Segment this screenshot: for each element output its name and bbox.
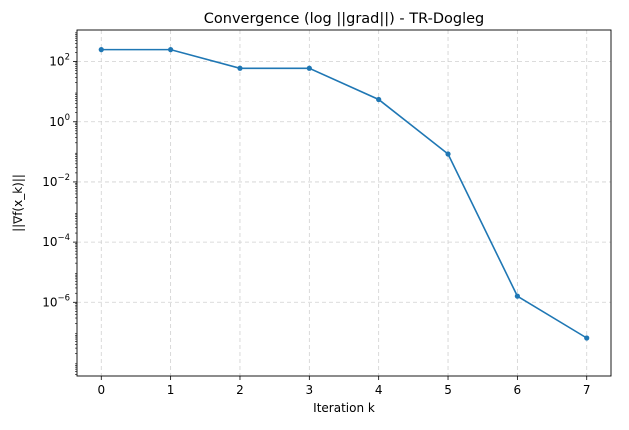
y-tick-exponent: 2 (65, 53, 70, 63)
y-tick-label: 10−2 (42, 173, 70, 189)
y-tick-exponent: −2 (57, 173, 70, 183)
y-tick-exponent: −6 (57, 293, 70, 303)
y-tick-base: 10 (49, 55, 64, 69)
x-tick-label: 0 (97, 383, 105, 397)
x-tick-label: 2 (236, 383, 244, 397)
y-tick-label: 100 (49, 113, 70, 129)
y-tick-label: 102 (49, 53, 70, 69)
x-tick-label: 4 (375, 383, 383, 397)
y-axis-label: ||∇f(x_k)|| (11, 174, 25, 232)
y-tick-base: 10 (49, 115, 64, 129)
x-tick-label: 1 (167, 383, 175, 397)
data-point (584, 335, 590, 341)
y-tick-label: 10−4 (42, 233, 70, 249)
data-point (306, 65, 312, 71)
series-layer (98, 47, 590, 341)
series-line (101, 48, 588, 339)
x-tick-label: 5 (444, 383, 452, 397)
y-tick-base: 10 (42, 295, 57, 309)
y-tick-base: 10 (42, 235, 57, 249)
y-tick-exponent: 0 (65, 113, 70, 123)
y-tick-label: 10−6 (42, 293, 70, 309)
x-tick-label: 3 (306, 383, 314, 397)
data-point (514, 293, 520, 299)
x-tick-label: 6 (514, 383, 522, 397)
data-point (98, 47, 104, 53)
chart-title: Convergence (log ||grad||) - TR-Dogleg (204, 11, 484, 27)
data-point (445, 151, 451, 157)
x-tick-label: 7 (583, 383, 591, 397)
grid (77, 30, 611, 376)
data-point (376, 96, 382, 103)
data-point (168, 47, 174, 53)
y-tick-exponent: −4 (57, 233, 70, 243)
y-tick-base: 10 (42, 175, 57, 189)
data-point (237, 65, 243, 71)
x-axis-label: Iteration k (313, 401, 375, 415)
